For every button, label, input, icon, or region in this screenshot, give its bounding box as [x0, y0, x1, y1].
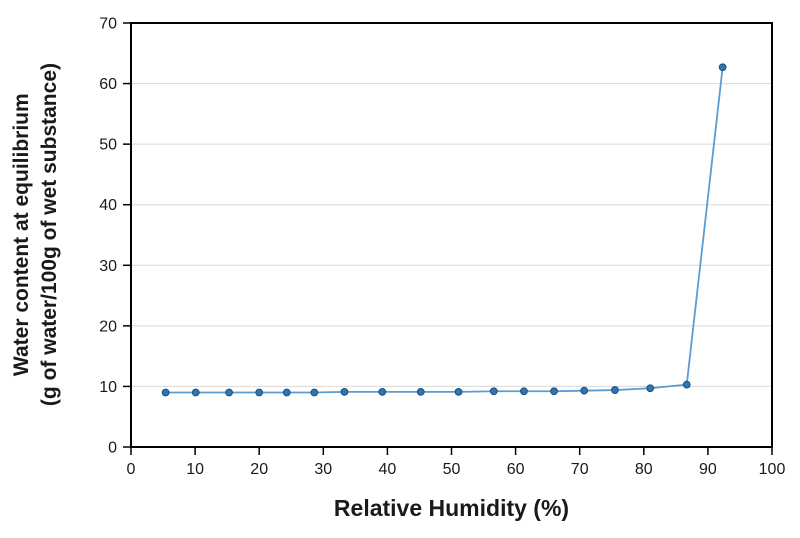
- data-point-marker: [191, 388, 200, 397]
- data-point-marker: [378, 387, 387, 396]
- data-point-marker: [340, 387, 349, 396]
- data-point-marker: [225, 388, 233, 397]
- y-tick-label: 60: [99, 76, 117, 93]
- data-point-marker: [416, 387, 425, 396]
- data-point-marker: [310, 388, 319, 397]
- x-tick-label: 80: [635, 461, 653, 478]
- data-point-marker: [580, 386, 589, 395]
- data-point-marker: [718, 63, 727, 72]
- y-axis-title-line1: Water content at equilibrium: [10, 93, 33, 377]
- series-line: [165, 67, 724, 394]
- x-tick-label: 70: [571, 461, 589, 478]
- y-tick-label: 40: [99, 197, 117, 214]
- data-point-marker: [161, 388, 170, 397]
- y-tick-label: 50: [99, 137, 117, 154]
- y-tick-label: 0: [108, 440, 117, 457]
- data-point-marker: [489, 387, 498, 396]
- x-tick-label: 0: [127, 461, 136, 478]
- data-point-marker: [454, 387, 463, 396]
- data-point-marker: [682, 380, 691, 389]
- data-point-marker: [282, 388, 291, 397]
- y-tick-label: 20: [99, 318, 117, 335]
- x-tick-label: 10: [186, 461, 204, 478]
- y-tick-label: 10: [99, 379, 117, 396]
- y-axis-title-line2: (g of water/100g of wet substance): [38, 63, 61, 407]
- x-tick-label: 90: [699, 461, 717, 478]
- x-tick-label: 50: [443, 461, 461, 478]
- y-axis-title: Water content at equilibrium (g of water…: [8, 23, 64, 447]
- x-tick-label: 30: [314, 461, 332, 478]
- x-tick-label: 40: [379, 461, 397, 478]
- y-tick-label: 30: [99, 258, 117, 275]
- data-point-marker: [611, 386, 619, 394]
- x-axis-title: Relative Humidity (%): [333, 495, 570, 521]
- data-point-marker: [520, 387, 528, 396]
- x-tick-label: 20: [250, 461, 268, 478]
- y-tick-label: 70: [99, 16, 117, 33]
- data-point-marker: [646, 384, 655, 393]
- data-point-marker: [550, 387, 558, 396]
- data-point-marker: [255, 388, 264, 397]
- x-tick-label: 60: [507, 461, 525, 478]
- x-tick-label: 100: [759, 461, 786, 478]
- plot-border: [130, 22, 773, 448]
